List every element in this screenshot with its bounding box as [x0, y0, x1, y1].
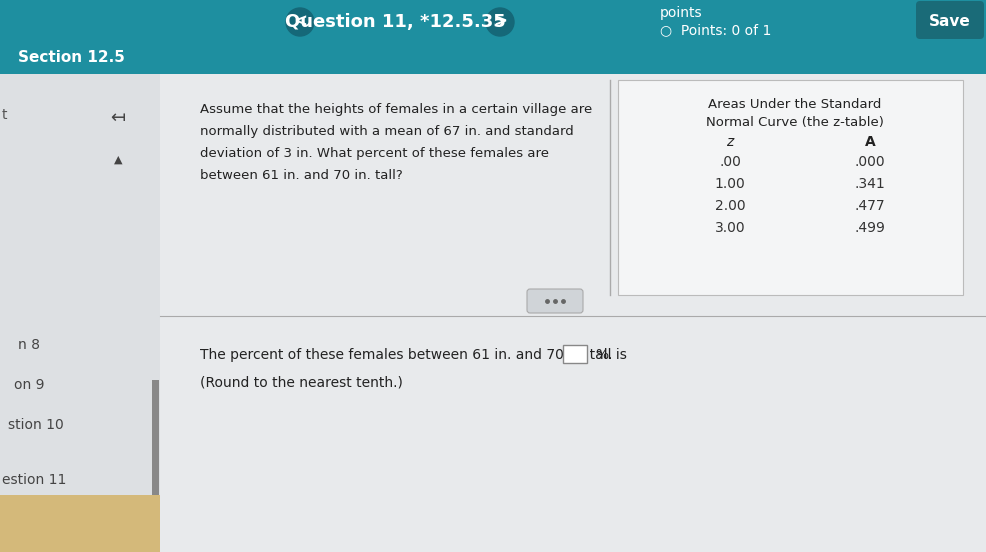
- Text: .000: .000: [855, 155, 885, 169]
- Text: Save: Save: [929, 13, 971, 29]
- Text: estion 11: estion 11: [2, 473, 66, 487]
- FancyBboxPatch shape: [160, 74, 986, 552]
- Text: .341: .341: [855, 177, 885, 191]
- Text: Normal Curve (the z-table): Normal Curve (the z-table): [706, 116, 883, 129]
- Text: on 9: on 9: [14, 378, 44, 392]
- Text: ○  Points: 0 of 1: ○ Points: 0 of 1: [660, 23, 771, 37]
- Text: Section 12.5: Section 12.5: [18, 50, 125, 65]
- Text: A: A: [865, 135, 876, 149]
- FancyBboxPatch shape: [916, 1, 984, 39]
- Text: <: <: [293, 13, 307, 31]
- Text: .499: .499: [855, 221, 885, 235]
- FancyBboxPatch shape: [618, 80, 963, 295]
- FancyBboxPatch shape: [527, 289, 583, 313]
- Text: .00: .00: [719, 155, 740, 169]
- Text: stion 10: stion 10: [8, 418, 64, 432]
- FancyBboxPatch shape: [152, 380, 159, 552]
- Text: %.: %.: [596, 348, 613, 362]
- Text: >: >: [493, 13, 507, 31]
- Text: 3.00: 3.00: [715, 221, 745, 235]
- FancyBboxPatch shape: [563, 345, 587, 363]
- Text: .477: .477: [855, 199, 885, 213]
- Circle shape: [486, 8, 514, 36]
- FancyBboxPatch shape: [0, 0, 986, 74]
- Text: t: t: [2, 108, 8, 122]
- Text: The percent of these females between 61 in. and 70 in. tall is: The percent of these females between 61 …: [200, 348, 627, 362]
- Text: Question 11, *12.5.35: Question 11, *12.5.35: [285, 13, 506, 31]
- Text: Assume that the heights of females in a certain village are: Assume that the heights of females in a …: [200, 103, 593, 116]
- Text: points: points: [660, 6, 703, 20]
- Text: (Round to the nearest tenth.): (Round to the nearest tenth.): [200, 376, 403, 390]
- FancyBboxPatch shape: [0, 495, 160, 552]
- Text: ↤: ↤: [110, 109, 125, 127]
- Text: z: z: [727, 135, 734, 149]
- Text: Areas Under the Standard: Areas Under the Standard: [708, 98, 881, 111]
- Text: 1.00: 1.00: [715, 177, 745, 191]
- Text: deviation of 3 in. What percent of these females are: deviation of 3 in. What percent of these…: [200, 147, 549, 160]
- Text: normally distributed with a mean of 67 in. and standard: normally distributed with a mean of 67 i…: [200, 125, 574, 138]
- Text: 2.00: 2.00: [715, 199, 745, 213]
- Text: ▲: ▲: [113, 155, 122, 165]
- Circle shape: [286, 8, 314, 36]
- Text: between 61 in. and 70 in. tall?: between 61 in. and 70 in. tall?: [200, 169, 402, 182]
- FancyBboxPatch shape: [0, 74, 160, 552]
- Text: n 8: n 8: [18, 338, 40, 352]
